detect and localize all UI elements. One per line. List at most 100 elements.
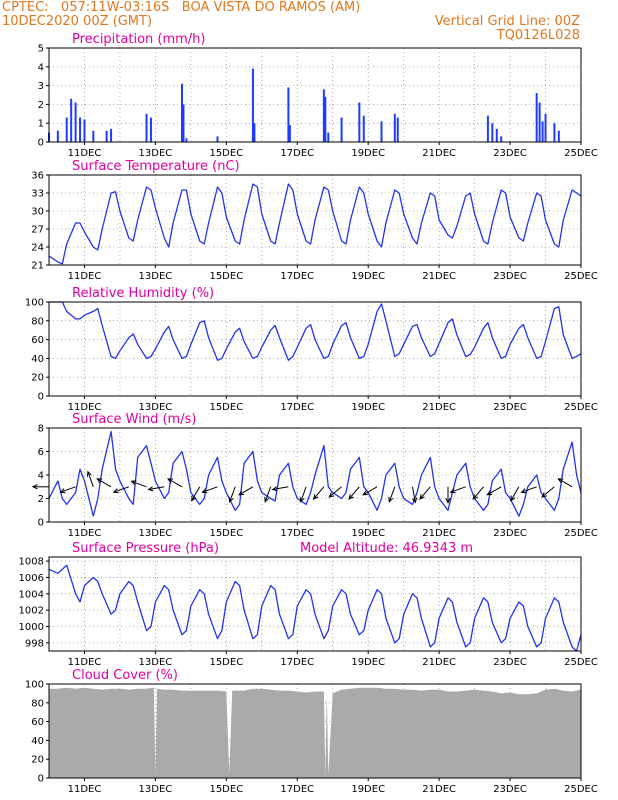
- precip-bar: [322, 89, 325, 142]
- pressure-xtick-label: 23DEC: [493, 657, 527, 668]
- cloud-ytick-label: 60: [31, 717, 44, 728]
- cloud-frame: [48, 683, 582, 779]
- precip-ytick-label: 1: [38, 119, 44, 130]
- pressure-ytick-label: 998: [25, 638, 44, 649]
- wind-vector: [450, 486, 466, 493]
- humidity-title: Relative Humidity (%): [72, 286, 214, 301]
- humidity-line: [49, 301, 582, 361]
- precip-bar: [288, 125, 291, 142]
- temperature-xtick-label: 13DEC: [139, 271, 173, 282]
- wind-vector: [202, 486, 218, 493]
- wind-vector: [510, 486, 520, 501]
- precip-bar: [74, 102, 77, 142]
- wind-vector-head: [96, 478, 103, 484]
- precip-bar: [491, 123, 494, 142]
- wind-vector: [148, 486, 165, 490]
- precip-xtick-label: 23DEC: [493, 148, 527, 159]
- pressure-ytick-label: 1002: [19, 606, 44, 617]
- temperature-xtick-label: 23DEC: [493, 271, 527, 282]
- wind-xtick-label: 23DEC: [493, 528, 527, 539]
- wind-xtick-label: 25DEC: [564, 528, 598, 539]
- precip-ytick-label: 4: [38, 62, 44, 73]
- temperature-xtick-label: 11DEC: [68, 271, 102, 282]
- precip-bar: [181, 83, 183, 142]
- precip-xtick-label: 19DEC: [351, 148, 385, 159]
- wind-vector: [362, 486, 378, 496]
- header-grid-note: Vertical Grid Line: 00Z: [434, 14, 580, 29]
- wind-vector-head: [449, 488, 456, 494]
- precip-xtick-label: 15DEC: [209, 148, 243, 159]
- wind-vector: [558, 478, 573, 488]
- wind-vector-head: [486, 490, 493, 496]
- precip-ytick-label: 0: [38, 138, 44, 149]
- wind-vector: [328, 486, 342, 498]
- wind-vector: [348, 486, 360, 500]
- wind-vector-head: [201, 488, 208, 494]
- wind-vector: [487, 486, 502, 496]
- humidity-frame: [48, 301, 582, 397]
- precip-bar: [358, 102, 361, 142]
- cloud-ytick-label: 0: [38, 774, 44, 785]
- cloud-xtick-label: 23DEC: [493, 784, 527, 795]
- humidity-ytick-label: 20: [31, 373, 44, 384]
- pressure-ytick-label: 1004: [19, 589, 44, 600]
- temperature-xtick-label: 15DEC: [209, 271, 243, 282]
- wind-xtick-label: 17DEC: [280, 528, 314, 539]
- wind-vector: [191, 486, 201, 501]
- cloud-xtick-label: 15DEC: [209, 784, 243, 795]
- wind-vector: [419, 486, 431, 500]
- temperature-xtick-label: 25DEC: [564, 271, 598, 282]
- precip-bar: [557, 130, 560, 142]
- precip-bar: [149, 117, 152, 142]
- temperature-ytick-label: 21: [31, 261, 44, 272]
- wind-vector: [472, 486, 484, 500]
- header-model-code: TQ0126L028: [496, 28, 580, 43]
- wind-vector: [412, 486, 416, 503]
- precip-bar: [145, 113, 148, 142]
- wind-xtick-label: 15DEC: [209, 528, 243, 539]
- humidity-ytick-label: 60: [31, 335, 44, 346]
- precip-bar: [110, 128, 113, 142]
- wind-vector-head: [191, 495, 197, 502]
- wind-ytick-label: 8: [38, 424, 44, 435]
- precip-bar: [393, 113, 396, 142]
- precip-xtick-label: 13DEC: [139, 148, 173, 159]
- pressure-title: Surface Pressure (hPa): [72, 541, 219, 556]
- wind-vector: [300, 486, 307, 502]
- pressure-xtick-label: 17DEC: [280, 657, 314, 668]
- precip-bar: [253, 123, 256, 142]
- wind-vector: [113, 486, 129, 493]
- pressure-frame: [48, 556, 582, 652]
- precip-bar: [70, 98, 73, 142]
- precip-bar: [495, 128, 498, 142]
- wind-vector-head: [445, 497, 451, 504]
- precip-ytick-label: 5: [38, 44, 44, 55]
- temperature-frame: [48, 174, 582, 266]
- wind-vector-head: [264, 496, 270, 503]
- precip-bar: [380, 121, 383, 142]
- wind-vector: [238, 486, 254, 496]
- wind-vector-head: [510, 495, 516, 502]
- cloud-area: [49, 687, 581, 778]
- wind-vector: [272, 486, 289, 490]
- wind-vector-head: [130, 480, 137, 486]
- wind-vector-head: [557, 478, 564, 484]
- pressure-ytick-label: 1008: [19, 557, 44, 568]
- precip-xtick-label: 25DEC: [564, 148, 598, 159]
- temperature-xtick-label: 17DEC: [280, 271, 314, 282]
- humidity-xtick-label: 15DEC: [209, 402, 243, 413]
- cloud-xtick-label: 13DEC: [139, 784, 173, 795]
- wind-vector-head: [411, 497, 418, 504]
- wind-vector-head: [86, 470, 92, 477]
- wind-xtick-label: 19DEC: [351, 528, 385, 539]
- pressure-line: [48, 564, 582, 652]
- wind-vector-head: [271, 486, 278, 492]
- pressure-xtick-label: 11DEC: [68, 657, 102, 668]
- wind-vector: [388, 486, 396, 502]
- wind-line: [48, 430, 582, 517]
- temperature-ytick-label: 27: [31, 225, 44, 236]
- humidity-xtick-label: 11DEC: [68, 402, 102, 413]
- wind-ytick-label: 0: [38, 518, 44, 529]
- precip-bar: [324, 96, 327, 142]
